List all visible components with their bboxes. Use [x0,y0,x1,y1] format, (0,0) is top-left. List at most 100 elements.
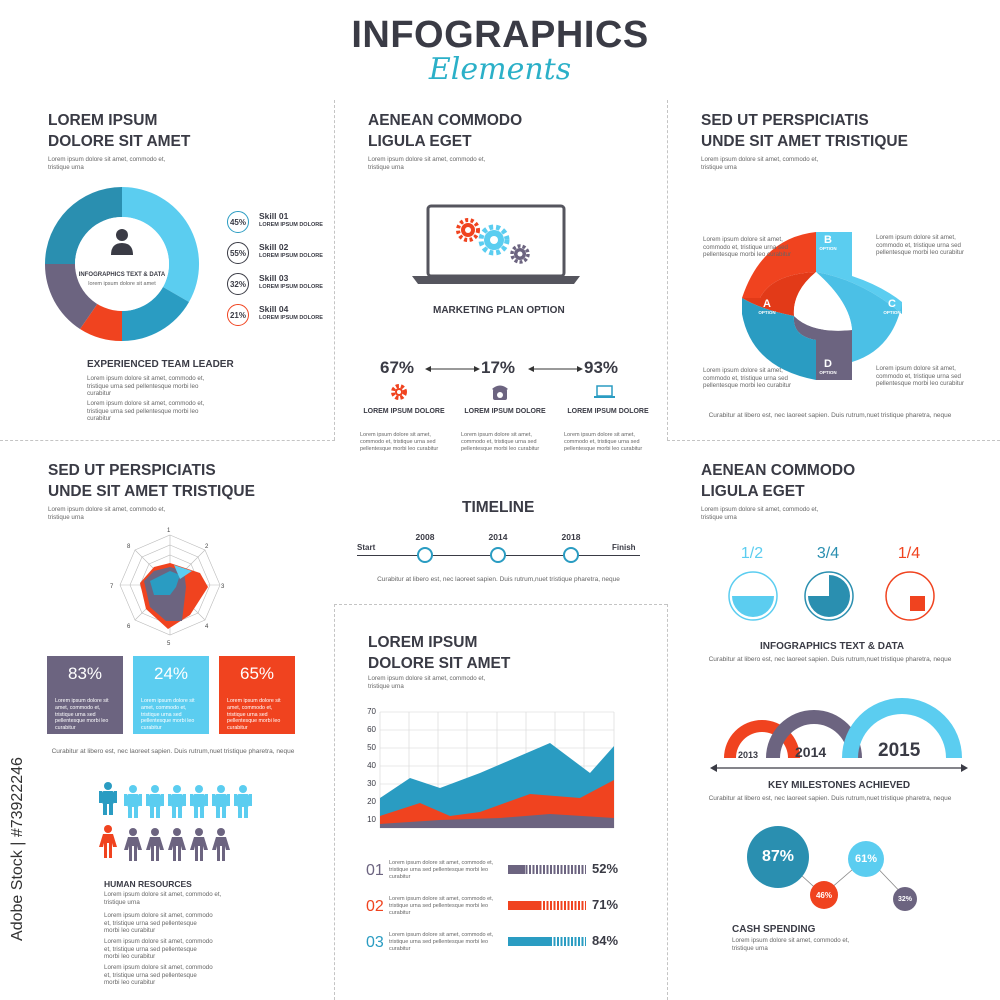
stat-value: 17% [481,358,516,377]
panel5-heading: LOREM IPSUM DOLORE SIT AMET [368,634,511,672]
radar-axis-label: 6 [127,624,131,630]
option-desc-br: Lorem ipsum dolore sit amet, commodo et,… [876,365,965,387]
page-title: INFOGRAPHICS [351,14,649,56]
team-label: EXPERIENCED TEAM LEADER [87,359,234,370]
skill-name: Skill 04 [259,304,289,314]
panel1-desc: Lorem ipsum dolore sit amet, commodo et,… [48,156,166,171]
stat-value: 93% [584,358,619,377]
panel5-desc: Lorem ipsum dolore sit amet, commodo et,… [368,675,486,690]
timeline-year: 2018 [561,532,581,542]
timeline-year: 2014 [488,532,508,542]
option-desc-tr: Lorem ipsum dolore sit amet, commodo et,… [876,234,965,256]
double-arrow-icon [425,366,480,372]
skill-percent: 32% [227,273,249,295]
divider [667,100,668,440]
skill-sub: LOREM IPSUM DOLORE [259,315,323,321]
timeline-title: TIMELINE [462,499,535,516]
fraction-label: 1/4 [897,545,921,562]
row-percent: 52% [592,861,619,876]
skill-percent: 21% [227,304,249,326]
stat-desc: Lorem ipsum dolore sit amet, commodo et,… [564,432,643,452]
bubble-87: 87% [747,826,809,888]
panel4-heading: SED UT PERSPICIATIS UNDE SIT AMET TRISTI… [48,462,255,500]
y-tick-label: 10 [367,815,376,824]
milestone-arcs [710,698,968,772]
row-percent: 71% [592,897,619,912]
stat-desc: Lorem ipsum dolore sit amet, commodo et,… [461,432,540,452]
data-footer: Curabitur at libero est, nec laoreet sap… [708,656,952,663]
hr-desc-2: Lorem ipsum dolore sit amet, commodo et,… [104,912,213,934]
fraction-gauge [885,571,935,621]
radar-axis-label: 5 [167,641,171,647]
female-person-icon [190,828,208,862]
divider [334,604,667,605]
percent-box: 83% Lorem ipsum dolore sit amet, commodo … [47,656,123,734]
timeline-node [490,547,506,563]
cash-label: CASH SPENDING [732,924,816,935]
timeline-footer: Curabitur at libero est, nec laoreet sap… [377,576,620,583]
option-word: OPTION [819,246,837,251]
stat-label: LOREM IPSUM DOLORE [363,408,445,415]
timeline-finish: Finish [612,543,636,552]
marketing-label: MARKETING PLAN OPTION [433,305,565,316]
laptop-gears-icon [412,204,580,284]
male-person-icon [146,785,164,819]
hr-desc: Lorem ipsum dolore sit amet, commodo et,… [104,891,222,906]
skill-name: Skill 02 [259,242,289,252]
male-person-icon [124,785,142,819]
phone-icon [491,383,509,401]
panel2-desc: Lorem ipsum dolore sit amet, commodo et,… [368,156,486,171]
skill-sub: LOREM IPSUM DOLORE [259,284,323,290]
divider [334,100,335,440]
y-tick-label: 30 [367,779,376,788]
male-person-icon [168,785,186,819]
row-number: 03 [366,934,384,951]
bubble-61: 61% [848,841,884,877]
stat-value: 67% [380,358,415,377]
divider [667,440,1000,441]
progress-fill [508,937,550,946]
option-letter: A [763,298,771,310]
radar-axis-label: 4 [205,624,209,630]
skill-sub: LOREM IPSUM DOLORE [259,253,323,259]
panel6-desc: Lorem ipsum dolore sit amet, commodo et,… [701,506,819,521]
y-tick-label: 50 [367,743,376,752]
male-person-icon [212,785,230,819]
fraction-label: 1/2 [740,545,764,562]
percent-box-text: Lorem ipsum dolore sit amet, commodo et,… [55,698,109,732]
female-person-icon [124,828,142,862]
female-person-icon [99,825,117,859]
panel3-footer: Curabitur at libero est, nec laoreet sap… [708,412,952,419]
skill-name: Skill 01 [259,211,289,221]
area-chart [379,711,615,829]
divider [0,440,335,441]
divider [334,604,335,1000]
skill-percent: 55% [227,242,249,264]
radar-axis-label: 2 [205,544,209,550]
option-word: OPTION [819,370,837,375]
percent-box-value: 83% [67,664,103,683]
panel6-heading: AENEAN COMMODO LIGULA EGET [701,462,856,500]
option-desc-bl: Lorem ipsum dolore sit amet, commodo et,… [703,367,792,389]
female-person-icon [212,828,230,862]
radar-chart [119,534,221,636]
panel1-heading: LOREM IPSUM DOLORE SIT AMET [48,112,191,150]
fraction-label: 3/4 [816,545,840,562]
percent-box-value: 24% [153,664,189,683]
bubble-32: 32% [893,887,917,911]
data-label: INFOGRAPHICS TEXT & DATA [760,641,905,652]
milestone-year-2: 2014 [795,744,827,760]
percent-box-text: Lorem ipsum dolore sit amet, commodo et,… [227,698,281,732]
percent-box-value: 65% [239,664,275,683]
progress-bar [508,901,586,910]
timeline-node [563,547,579,563]
male-person-icon [190,785,208,819]
laptop-icon [594,383,615,401]
bubble-46: 46% [810,881,838,909]
hr-desc-4: Lorem ipsum dolore sit amet, commodo et,… [104,964,213,986]
panel3-heading: SED UT PERSPICIATIS UNDE SIT AMET TRISTI… [701,112,908,150]
row-desc: Lorem ipsum dolore sit amet, commodo et,… [389,932,494,952]
donut-center-sub: lorem ipsum dolore sit amet [88,281,156,287]
y-tick-label: 20 [367,797,376,806]
gear-icon [390,383,408,401]
